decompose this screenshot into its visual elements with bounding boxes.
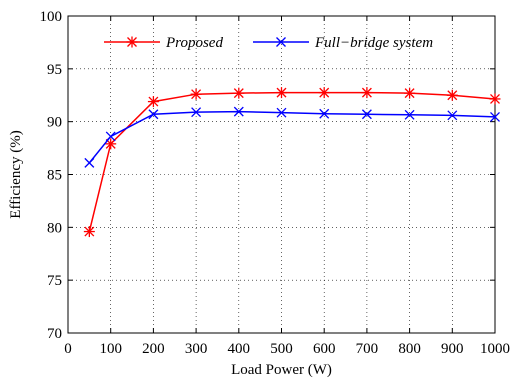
- x-tick-label: 500: [270, 341, 293, 357]
- data-point: [446, 89, 458, 101]
- x-tick-label: 100: [99, 341, 122, 357]
- y-tick-label: 90: [47, 115, 62, 131]
- x-tick-label: 700: [356, 341, 379, 357]
- x-tick-label: 0: [64, 341, 72, 357]
- data-point: [233, 106, 244, 117]
- x-tick-label: 400: [228, 341, 251, 357]
- y-tick-label: 95: [47, 62, 62, 78]
- data-point: [276, 87, 287, 99]
- series-proposed: [83, 87, 501, 238]
- data-point: [319, 108, 330, 119]
- data-point: [361, 87, 373, 99]
- x-tick-label: 300: [185, 341, 208, 357]
- y-tick-label: 100: [40, 9, 63, 25]
- y-tick-label: 85: [47, 168, 62, 184]
- x-axis-label: Load Power (W): [231, 362, 332, 378]
- data-point: [404, 109, 415, 120]
- data-point: [191, 107, 202, 118]
- legend: Proposed Full−bridge system: [104, 35, 433, 51]
- legend-marker: [276, 37, 286, 47]
- data-point: [84, 157, 95, 168]
- data-point: [105, 131, 116, 142]
- y-axis-label: Efficiency (%): [8, 130, 24, 218]
- legend-item: Full−bridge system: [253, 35, 433, 51]
- legend-label: Full−bridge system: [314, 35, 433, 51]
- data-point: [276, 107, 287, 118]
- x-tick-label: 600: [313, 341, 336, 357]
- series-layer: [83, 87, 501, 238]
- data-point: [83, 226, 95, 238]
- x-tick-label: 800: [398, 341, 421, 357]
- legend-label: Proposed: [165, 35, 223, 51]
- data-point: [447, 110, 458, 121]
- y-tick-label: 75: [47, 273, 62, 289]
- data-point: [489, 93, 501, 105]
- x-tick-label: 200: [142, 341, 165, 357]
- y-tick-label: 80: [47, 220, 62, 236]
- data-point: [318, 87, 330, 99]
- data-point: [404, 87, 416, 99]
- legend-item: Proposed: [104, 35, 223, 51]
- series-full-bridge: [84, 106, 500, 168]
- data-point: [361, 109, 372, 120]
- axis-ticks: 0 100 200 300 400 500 600 700 800 900 1000 70 75 80 85…: [40, 9, 511, 357]
- x-tick-label: 900: [441, 341, 464, 357]
- legend-marker: [126, 36, 138, 48]
- data-point: [190, 88, 202, 100]
- data-point: [490, 111, 500, 122]
- grid: [68, 16, 495, 333]
- data-point: [147, 96, 159, 108]
- data-point: [148, 109, 159, 120]
- y-tick-label: 70: [47, 326, 62, 342]
- data-point: [233, 87, 245, 99]
- x-tick-label: 1000: [480, 341, 510, 357]
